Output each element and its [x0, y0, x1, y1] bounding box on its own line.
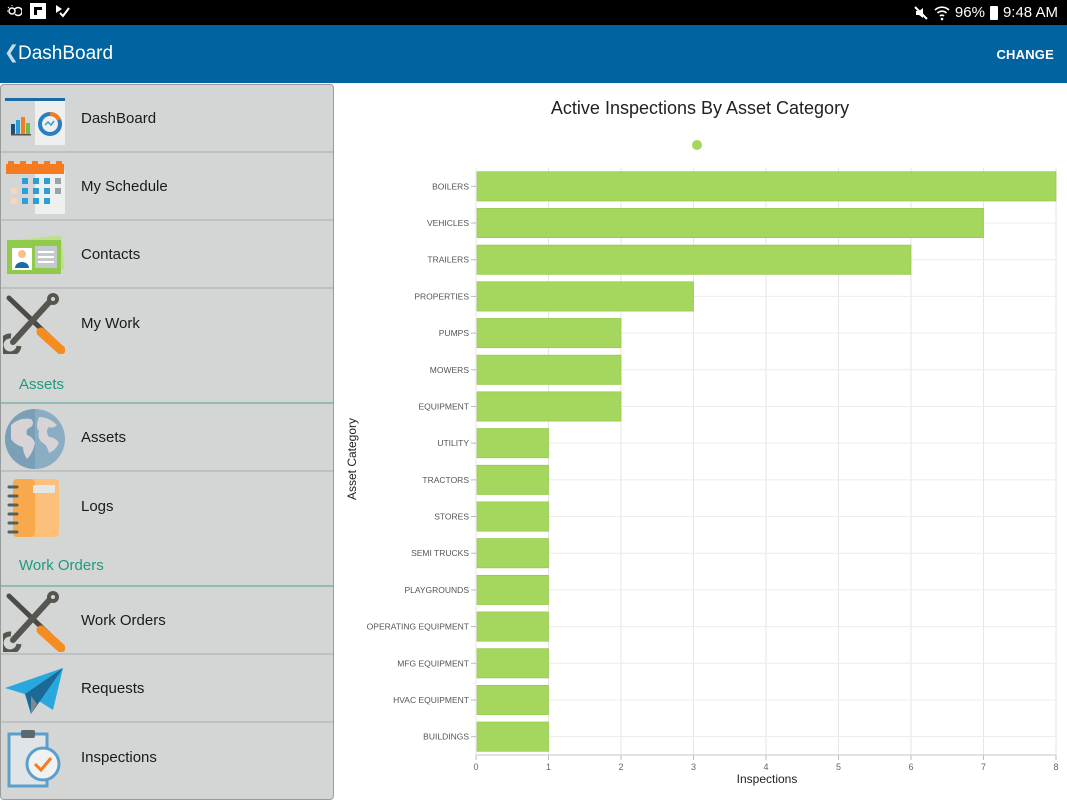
notebook-icon: [3, 475, 65, 537]
sidebar-item-requests[interactable]: Requests: [1, 655, 333, 723]
y-tick-label: UTILITY: [437, 438, 469, 448]
sidebar-item-assets[interactable]: Assets: [1, 404, 333, 472]
y-tick-label: EQUIPMENT: [418, 401, 469, 411]
sidebar-item-dashboard[interactable]: DashBoard: [1, 85, 333, 153]
bar-semi-trucks[interactable]: [476, 538, 549, 569]
chart-title: Active Inspections By Asset Category: [551, 98, 849, 118]
mute-icon: [913, 5, 929, 21]
y-tick-label: TRACTORS: [422, 475, 469, 485]
battery-percent: 96%: [954, 4, 985, 21]
y-tick-label: SEMI TRUCKS: [411, 548, 469, 558]
clock: 9:48 AM: [1002, 4, 1058, 21]
bar-pumps[interactable]: [476, 318, 622, 349]
y-tick-label: MFG EQUIPMENT: [397, 658, 469, 668]
bar-chart: Active Inspections By Asset Category BOI…: [345, 98, 1059, 786]
sidebar-item-label: Logs: [81, 498, 114, 515]
x-tick-label: 0: [473, 762, 478, 772]
y-tick-label: VEHICLES: [427, 218, 469, 228]
x-tick-label: 2: [618, 762, 623, 772]
contact-card-icon: [3, 224, 65, 286]
app-bar: ❮ DashBoard CHANGE: [0, 25, 1067, 83]
chevron-left-icon[interactable]: ❮: [4, 42, 20, 63]
bar-operating-equipment[interactable]: [476, 611, 549, 642]
sidebar-item-work-orders[interactable]: Work Orders: [1, 587, 333, 655]
sidebar-item-label: DashBoard: [81, 109, 157, 127]
flipboard-icon: [30, 3, 46, 19]
x-tick-label: 3: [691, 762, 696, 772]
sidebar-item-label: Work Orders: [81, 611, 166, 629]
chart-panel: Active Inspections By Asset Category BOI…: [334, 84, 1067, 800]
sidebar-item-contacts[interactable]: Contacts: [1, 221, 333, 289]
x-tick-label: 4: [763, 762, 768, 772]
y-tick-label: OPERATING EQUIPMENT: [367, 622, 469, 632]
section-header-assets: Assets: [19, 376, 65, 393]
bar-boilers[interactable]: [476, 171, 1057, 202]
x-tick-labels: 0 1 2 3 4 5 6 7 8: [473, 762, 1058, 772]
sidebar: DashBoard My Schedule: [0, 84, 334, 800]
x-tick-label: 6: [908, 762, 913, 772]
x-axis-label: Inspections: [737, 772, 798, 786]
page-title: DashBoard: [18, 43, 114, 64]
bar-trailers[interactable]: [476, 244, 912, 275]
bar-vehicles[interactable]: [476, 208, 984, 239]
y-tick-label: PUMPS: [439, 328, 470, 338]
sidebar-item-label: Requests: [81, 679, 145, 697]
y-tick-label: STORES: [434, 512, 469, 522]
bar-playgrounds[interactable]: [476, 574, 549, 605]
y-tick-label: BUILDINGS: [423, 732, 469, 742]
x-tick-label: 5: [836, 762, 841, 772]
legend-marker[interactable]: [692, 140, 702, 150]
tools-icon: [1, 292, 66, 357]
x-tick-label: 1: [546, 762, 551, 772]
sidebar-item-label: Contacts: [81, 245, 141, 263]
paper-plane-icon: [3, 658, 65, 720]
bar-utility[interactable]: [476, 428, 549, 459]
section-header-work-orders: Work Orders: [19, 557, 104, 574]
bar-properties[interactable]: [476, 281, 694, 312]
sidebar-item-label: Inspections: [81, 748, 157, 766]
bars: [476, 171, 1057, 752]
sidebar-item-label: My Schedule: [81, 177, 168, 195]
sidebar-item-label: My Work: [81, 315, 140, 332]
bar-equipment[interactable]: [476, 391, 622, 422]
y-tick-label: HVAC EQUIPMENT: [393, 695, 469, 705]
y-tick-label: BOILERS: [432, 181, 469, 191]
bar-mfg-equipment[interactable]: [476, 648, 549, 679]
weather-icon: [6, 3, 23, 19]
y-tick-label: TRAILERS: [427, 255, 469, 265]
bar-tractors[interactable]: [476, 464, 549, 495]
globe-icon: [3, 407, 65, 469]
y-tick-label: MOWERS: [430, 365, 470, 375]
calendar-icon: [3, 156, 65, 218]
y-tick-labels: BOILERS VEHICLES TRAILERS PROPERTIES PUMPS MO…: [367, 181, 476, 742]
sidebar-item-my-schedule[interactable]: My Schedule: [1, 153, 333, 221]
bar-mowers[interactable]: [476, 354, 622, 385]
dashboard-icon: [3, 88, 65, 150]
y-axis-label: Asset Category: [345, 418, 359, 500]
status-bar: 96% 9:48 AM: [0, 0, 1067, 25]
sidebar-item-inspections[interactable]: Inspections: [1, 723, 333, 791]
y-tick-label: PLAYGROUNDS: [404, 585, 469, 595]
change-button[interactable]: CHANGE: [996, 47, 1054, 62]
x-tick-label: 8: [1053, 762, 1058, 772]
sidebar-item-my-work[interactable]: My Work Assets: [1, 289, 333, 404]
tools-icon: [1, 590, 66, 655]
clipboard-check-icon: [3, 726, 65, 788]
x-tick-label: 7: [981, 762, 986, 772]
y-tick-label: PROPERTIES: [414, 291, 469, 301]
bar-stores[interactable]: [476, 501, 549, 532]
wifi-icon: [934, 5, 950, 21]
check-icon: [54, 3, 70, 19]
bar-buildings[interactable]: [476, 721, 549, 752]
bar-hvac-equipment[interactable]: [476, 684, 549, 715]
battery-icon: [989, 5, 998, 20]
sidebar-item-logs[interactable]: Logs Work Orders: [1, 472, 333, 587]
sidebar-item-label: Assets: [81, 428, 127, 446]
